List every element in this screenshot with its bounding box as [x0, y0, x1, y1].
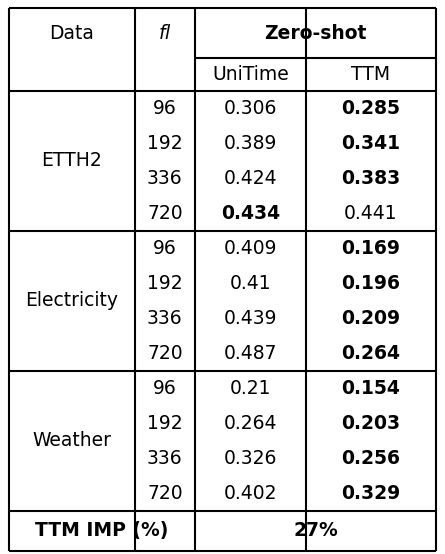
- Text: 720: 720: [147, 343, 182, 363]
- Text: 0.424: 0.424: [223, 169, 277, 188]
- Text: 0.389: 0.389: [223, 134, 277, 153]
- Text: 720: 720: [147, 204, 182, 223]
- Text: 0.441: 0.441: [344, 204, 398, 223]
- Text: 0.285: 0.285: [341, 99, 400, 118]
- Text: 0.264: 0.264: [223, 414, 277, 433]
- Text: 0.256: 0.256: [341, 449, 400, 468]
- Text: Data: Data: [49, 24, 94, 43]
- Text: 192: 192: [147, 134, 182, 153]
- Text: 27%: 27%: [293, 521, 338, 540]
- Text: ETTH2: ETTH2: [41, 151, 102, 170]
- Text: Zero-shot: Zero-shot: [264, 24, 367, 43]
- Text: 0.154: 0.154: [341, 378, 400, 398]
- Text: 96: 96: [153, 239, 177, 258]
- Text: $fl$: $fl$: [158, 24, 172, 43]
- Text: 0.196: 0.196: [341, 274, 400, 293]
- Text: 336: 336: [147, 309, 182, 327]
- Text: 96: 96: [153, 99, 177, 118]
- Text: UniTime: UniTime: [212, 65, 289, 84]
- Text: 0.21: 0.21: [230, 378, 271, 398]
- Text: 336: 336: [147, 449, 182, 468]
- Text: 0.264: 0.264: [341, 343, 400, 363]
- Text: 0.409: 0.409: [223, 239, 277, 258]
- Text: 192: 192: [147, 414, 182, 433]
- Text: 0.434: 0.434: [221, 204, 280, 223]
- Text: 0.326: 0.326: [223, 449, 277, 468]
- Text: 720: 720: [147, 484, 182, 502]
- Text: 0.329: 0.329: [341, 484, 400, 502]
- Text: 0.306: 0.306: [223, 99, 277, 118]
- Text: 0.203: 0.203: [341, 414, 400, 433]
- Text: 0.169: 0.169: [341, 239, 400, 258]
- Text: 0.487: 0.487: [223, 343, 277, 363]
- Text: 0.41: 0.41: [230, 274, 271, 293]
- Text: 0.209: 0.209: [341, 309, 400, 327]
- Text: 0.341: 0.341: [341, 134, 400, 153]
- Text: Weather: Weather: [32, 431, 111, 450]
- Text: 96: 96: [153, 378, 177, 398]
- Text: 192: 192: [147, 274, 182, 293]
- Text: Electricity: Electricity: [25, 291, 118, 310]
- Text: 0.439: 0.439: [223, 309, 277, 327]
- Text: TTM: TTM: [352, 65, 391, 84]
- Text: 0.383: 0.383: [341, 169, 400, 188]
- Text: 336: 336: [147, 169, 182, 188]
- Text: TTM IMP (%): TTM IMP (%): [35, 521, 169, 540]
- Text: 0.402: 0.402: [223, 484, 277, 502]
